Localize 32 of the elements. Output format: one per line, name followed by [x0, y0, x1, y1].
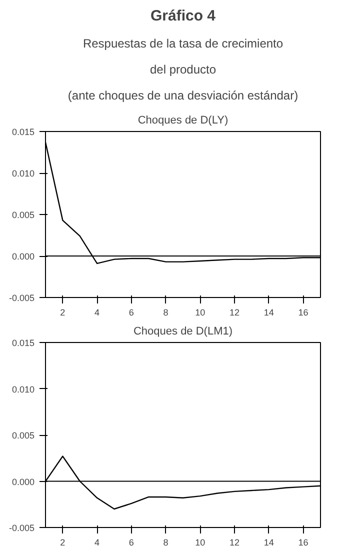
x-tick-label: 8	[163, 308, 168, 318]
x-tick-label: 16	[298, 538, 308, 548]
y-tick-label: 0.005	[12, 430, 35, 440]
y-tick-label: 0.000	[12, 252, 35, 262]
y-tick-label: 0.010	[12, 384, 35, 394]
y-tick-label: -0.005	[8, 293, 35, 303]
x-tick-label: 6	[128, 308, 134, 318]
y-tick-label: 0.015	[12, 338, 35, 348]
y-tick-label: 0.010	[12, 168, 35, 178]
x-tick-label: 10	[195, 538, 206, 548]
y-tick-label: 0.005	[12, 210, 35, 220]
x-tick-label: 14	[264, 308, 274, 318]
y-tick-label: 0.015	[12, 127, 35, 137]
x-tick-label: 4	[94, 308, 100, 318]
chart-title: Choques de D(LY)	[138, 114, 228, 126]
x-tick-label: 12	[230, 538, 240, 548]
x-tick-label: 4	[94, 538, 100, 548]
x-tick-label: 2	[60, 538, 66, 548]
x-tick-label: 14	[264, 538, 274, 548]
x-tick-label: 8	[163, 538, 168, 548]
text: Respuestas de la tasa de crecimiento	[82, 36, 284, 50]
x-tick-label: 12	[230, 308, 240, 318]
text: (ante choques de una desviación estándar)	[68, 88, 298, 102]
y-tick-label: 0.000	[12, 476, 35, 487]
x-tick-label: 6	[128, 538, 134, 548]
chart-title: Choques de D(LM1)	[133, 326, 233, 338]
x-tick-label: 10	[195, 308, 206, 318]
x-tick-label: 16	[298, 308, 308, 318]
x-tick-label: 2	[60, 308, 66, 318]
text: del producto	[150, 62, 216, 76]
text: Gráfico 4	[150, 8, 216, 24]
y-tick-label: -0.005	[8, 523, 35, 533]
